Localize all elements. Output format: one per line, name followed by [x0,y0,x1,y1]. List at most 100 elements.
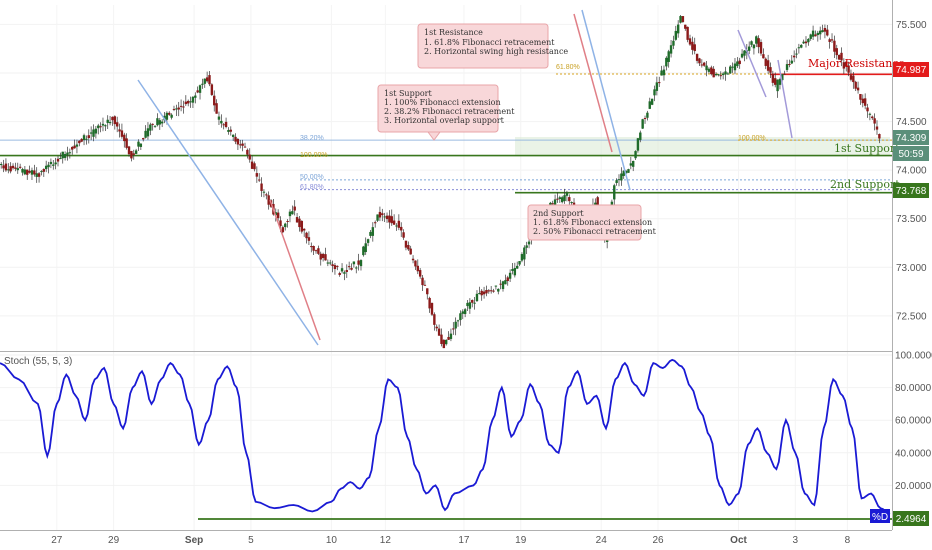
candle-body [248,154,251,160]
candle-body [428,297,431,309]
candle-body [785,64,789,70]
candle-body [667,51,670,62]
candle-body [639,132,642,140]
candle-body [149,124,152,131]
candle-body [385,215,389,220]
candle-body [473,302,476,304]
time-tick-label: 26 [652,535,664,546]
candle-body [736,61,739,67]
candle-body [497,288,500,292]
candle-body [814,34,817,37]
candle-body [774,78,777,85]
candle-body [747,46,751,51]
candle-body [234,136,237,142]
candle-body [123,134,126,142]
candle-body [210,84,214,95]
candle-body [733,63,737,71]
candle-body [804,41,808,44]
candle-body [120,130,124,137]
candle-body [338,273,341,276]
candle-body [298,218,301,228]
candle-body [778,79,782,85]
candle-body [411,258,415,261]
candle-body [520,254,524,261]
time-tick-label: 12 [380,535,392,546]
countdown-tag: 50:59 [893,146,929,161]
candle-body [878,134,881,139]
candle-body [397,220,401,228]
candle-body [452,328,455,330]
stoch-series-tag: %D [870,509,890,523]
candle-body [265,194,268,196]
candle-body [523,247,526,260]
candle-body [409,248,412,255]
candle-body [357,260,360,265]
candle-body [137,141,140,147]
candle-body [59,158,62,160]
candle-body [284,223,287,228]
candle-body [47,164,50,168]
time-tick-label: 8 [845,535,851,546]
candle-body [326,262,330,264]
candle-body [492,290,495,292]
candle-body [833,40,836,52]
candle-body [329,262,332,264]
candle-body [681,16,685,22]
candle-body [383,216,386,218]
candle-body [802,41,805,44]
candle-body [553,199,557,207]
candle-body [371,227,375,236]
candle-body [118,129,121,132]
price-tick-label: 72.500 [896,311,927,322]
candle-body [684,24,687,29]
candle-body [194,95,197,98]
candle-body [274,212,277,216]
candle-body [792,55,796,58]
second-support-label: 2nd Support [830,178,900,191]
stoch-tick-label: 40.0000 [895,448,932,459]
candle-body [26,169,29,175]
candle-body [615,180,618,184]
candle-body [213,95,216,106]
fib-label-38-2: 38.20% [300,135,324,142]
price-tick-label: 73.000 [896,263,927,274]
candle-body [800,44,803,48]
candle-body [182,106,185,108]
candle-body [343,272,346,274]
candle-body [203,78,206,84]
candle-body [253,163,256,170]
candle-body [94,128,98,134]
candle-body [811,30,815,37]
candle-body [127,146,131,155]
candle-body [132,153,135,155]
candle-body [660,70,663,76]
candle-body [125,138,128,148]
support-resistance-lines [0,73,892,194]
candle-body [634,151,637,159]
candle-body [355,267,358,269]
candle-body [674,30,678,40]
candle-body [85,138,88,140]
candle-body [113,116,117,125]
candle-body [641,119,644,129]
arrow-october-drop [737,29,767,98]
candle-body [852,75,855,83]
candle-body [139,143,143,147]
candle-body [738,60,741,65]
candle-body [459,313,462,321]
candle-body [669,45,673,54]
candle-body [165,112,169,120]
candle-body [130,151,133,159]
candle-body [404,240,408,248]
candle-body [710,67,713,75]
annotation-2nd-support-line-2: 2. 50% Fibonacci retracement [533,227,657,236]
fib-label-61-8-resistance: 61.80% [556,64,580,71]
candle-body [115,122,119,127]
candle-body [307,237,311,241]
fib-label-50: 50.00% [300,174,324,181]
candle-body [75,144,79,147]
candle-body [435,326,438,329]
candle-body [721,73,725,76]
candle-body [743,50,746,56]
candle-body [454,321,457,329]
